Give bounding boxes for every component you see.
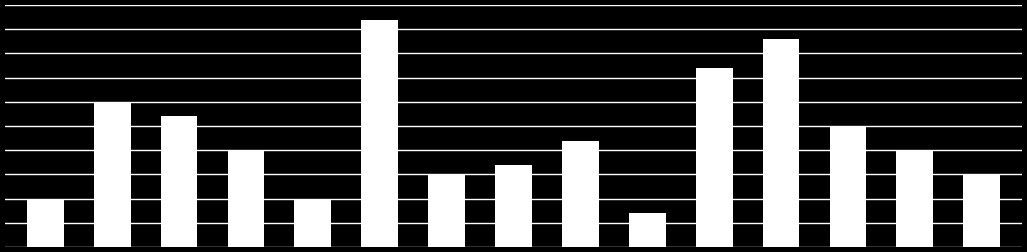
Bar (562, 141, 599, 247)
Bar (160, 116, 197, 247)
Bar (830, 126, 867, 247)
Bar (963, 174, 1000, 247)
Bar (93, 102, 130, 247)
Bar (362, 20, 398, 247)
Bar (897, 150, 934, 247)
Bar (495, 165, 532, 247)
Bar (27, 199, 64, 247)
Bar (763, 39, 799, 247)
Bar (629, 213, 665, 247)
Bar (295, 199, 332, 247)
Bar (228, 150, 264, 247)
Bar (695, 68, 732, 247)
Bar (428, 174, 465, 247)
